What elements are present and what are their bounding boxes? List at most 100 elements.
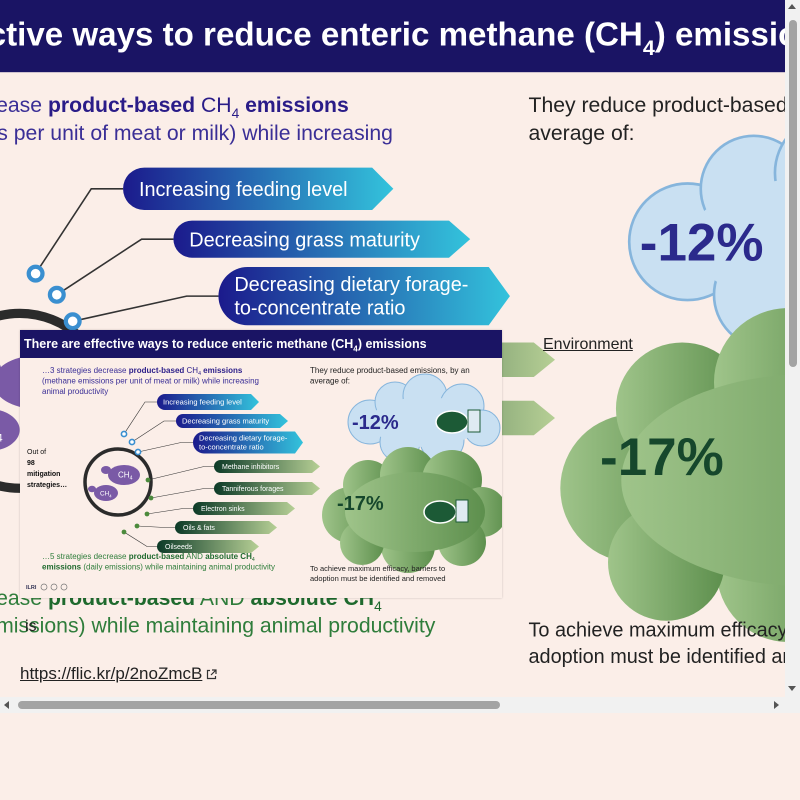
text-run: strategies… [27, 482, 67, 489]
title-bar [0, 0, 785, 73]
logo-mark [60, 583, 68, 591]
text-run: adoption must be identified and removed [529, 646, 785, 668]
reduction-top: -12% [640, 213, 764, 272]
logo: ILRI [26, 585, 37, 591]
cow-head [0, 364, 2, 374]
intro-top: …3 strategies decrease product-based CH4… [0, 94, 349, 121]
cow [0, 410, 20, 450]
cloud-top [370, 397, 480, 447]
strategy-label: Increasing feeding level [163, 398, 242, 407]
text-run: …5 strategies decrease [42, 552, 129, 561]
text-run: They reduce product-based emissions, by … [529, 94, 785, 117]
strategy-pill [214, 482, 320, 495]
text-run: 4 [232, 106, 240, 121]
branch-line [34, 188, 124, 275]
text-run: mitigation [27, 471, 60, 478]
ring-dot [134, 523, 140, 529]
cow-label: CH4 [100, 491, 112, 499]
title-bar [20, 330, 502, 358]
text-run: ILRI [26, 585, 37, 591]
horizontal-scrollbar[interactable] [0, 697, 785, 713]
ring-dot [47, 285, 66, 304]
text-run: AND [184, 552, 205, 561]
text-run: 4 [353, 345, 358, 354]
text-run: Decreasing dietary forage- [199, 434, 288, 443]
scroll-thumb[interactable] [18, 701, 500, 709]
milk-icon [467, 409, 481, 433]
ring-dot [144, 511, 150, 517]
text-run: …3 strategies decrease [42, 366, 129, 375]
strategy-pill [157, 394, 259, 410]
text-run: …3 strategies decrease [0, 94, 48, 117]
intro-top: (methane emissions per unit of meat or m… [0, 122, 393, 145]
ring-dot [121, 529, 127, 535]
branch-line [123, 401, 157, 435]
title: There are effective ways to reduce enter… [0, 17, 785, 60]
scroll-thumb[interactable] [789, 20, 797, 367]
cloud-bottom [621, 375, 785, 586]
cloud-top [687, 179, 785, 305]
text-run: -17% [600, 428, 724, 487]
barriers: To achieve maximum efficacy, barriers to [529, 620, 785, 642]
caption: is [25, 618, 37, 635]
text-run: emissions [42, 563, 82, 572]
milk-icon [455, 499, 469, 523]
cow-head [88, 485, 96, 493]
text-run: -12% [640, 213, 764, 272]
strategy-label: Decreasing dietary forage- [234, 274, 468, 296]
out-of: mitigation [27, 471, 60, 478]
intro-bottom: …5 strategies decrease product-based AND… [42, 552, 255, 563]
scroll-up[interactable] [788, 4, 796, 9]
branch-line [131, 420, 176, 443]
text-run: average of: [529, 122, 635, 145]
title: There are effective ways to reduce enter… [24, 337, 427, 354]
strategy-label: Tanniferous forages [222, 486, 284, 493]
scroll-down[interactable] [788, 686, 796, 691]
strategy-pill [157, 540, 259, 553]
strategy-pill [193, 502, 295, 515]
external-link-icon [207, 668, 217, 679]
text-run: Decreasing grass maturity [189, 229, 420, 251]
branch-line [146, 508, 193, 515]
scrollbar-corner [785, 697, 800, 713]
reduction-top: -12% [352, 412, 399, 434]
barriers: adoption must be identified and removed [529, 646, 785, 668]
text-run: 4 [0, 432, 3, 444]
category-link[interactable]: Environment [543, 336, 633, 353]
text-run: 4 [198, 371, 201, 377]
source-link[interactable]: https://flic.kr/p/2noZmcB [20, 664, 203, 683]
ring-dot [134, 448, 142, 456]
scroll-right[interactable] [774, 701, 779, 709]
text-run: Methane inhibitors [222, 464, 280, 471]
intro-bottom: emissions (daily emissions) while mainta… [0, 615, 436, 638]
ring [83, 447, 153, 517]
ring-dot [145, 477, 151, 483]
source-link-row[interactable]: https://flic.kr/p/2noZmcB [20, 664, 217, 684]
branch-line [123, 531, 157, 547]
strategy-label: to-concentrate ratio [234, 298, 405, 320]
infographic-thumbnail[interactable]: There are effective ways to reduce enter… [20, 330, 502, 598]
meat-icon [435, 410, 469, 434]
cloud-bottom [345, 472, 485, 552]
text-run: CH [184, 366, 198, 375]
ring-dot [128, 438, 136, 446]
ring-dot [148, 495, 154, 501]
text-run: (methane emissions per unit of meat or m… [42, 377, 259, 386]
text-run: Out of [27, 449, 46, 456]
text-run: (methane emissions per unit of meat or m… [0, 122, 393, 145]
strategy-label: Decreasing dietary forage- [199, 434, 288, 443]
text-run: (daily emissions) while maintaining anim… [0, 615, 436, 638]
text-run: animal productivity [42, 387, 108, 396]
out-of: strategies… [27, 482, 67, 489]
scroll-left[interactable] [4, 701, 9, 709]
vertical-scrollbar[interactable] [785, 0, 800, 697]
text-run: Tanniferous forages [222, 486, 284, 493]
text-run: Electron sinks [201, 506, 245, 513]
text-run: -12% [352, 412, 399, 434]
intro-top: animal productivity [42, 387, 108, 396]
strategy-pill [214, 460, 320, 473]
text-run: Decreasing grass maturity [182, 417, 269, 426]
cow [108, 465, 140, 485]
text-run: product-based [129, 366, 185, 375]
